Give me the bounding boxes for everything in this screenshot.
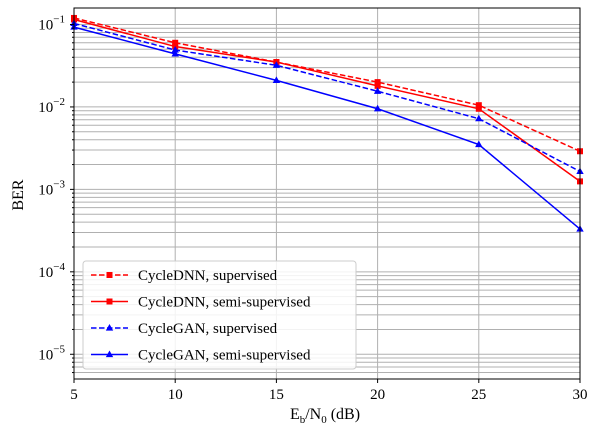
data-point [373, 104, 382, 112]
data-point [171, 49, 179, 57]
y-tick-label: 10−5 [38, 343, 65, 363]
data-point [475, 140, 483, 148]
series-2 [71, 16, 583, 185]
axis-ticks: 5 10 15 20 25 30 10−1 10−2 10−3 10−4 10−5 [38, 13, 587, 403]
data-point [475, 114, 483, 122]
legend: CycleDNN, supervised CycleDNN, semi-super… [82, 260, 357, 370]
data-point [374, 79, 381, 86]
x-tick-label: 25 [471, 387, 486, 403]
legend-label: CycleGAN, supervised [138, 321, 278, 337]
data-point [373, 87, 382, 94]
legend-marker [105, 350, 114, 358]
series-line [73, 26, 581, 230]
y-tick-label: 10−3 [38, 178, 65, 198]
data-point [475, 105, 482, 112]
x-tick-label: 30 [573, 387, 588, 403]
data-point [272, 61, 281, 68]
data-point [172, 39, 179, 46]
series-1 [71, 14, 583, 155]
y-tick-label: 10−1 [38, 13, 65, 33]
data-point [475, 102, 482, 109]
y-tick-label: 10−2 [38, 96, 65, 116]
legend-marker [106, 298, 113, 305]
series-line [73, 17, 581, 152]
data-point [374, 82, 381, 89]
data-point [272, 76, 281, 83]
series-4 [70, 23, 584, 232]
x-tick-label: 5 [70, 387, 78, 403]
legend-label: CycleGAN, semi-supervised [138, 348, 311, 364]
series-line [73, 22, 581, 173]
y-axis-label: BER [10, 179, 27, 210]
y-tick-label: 10−4 [38, 261, 65, 281]
legend-label: CycleDNN, semi-supervised [138, 295, 311, 311]
x-tick-label: 20 [370, 387, 385, 403]
data-point [171, 46, 179, 53]
x-axis-label: Eb/N0 (dB) [290, 406, 360, 426]
legend-marker [105, 324, 114, 331]
legend-label: CycleDNN, supervised [138, 268, 278, 284]
x-tick-label: 10 [168, 387, 183, 403]
series-layer [70, 14, 584, 232]
series-line [73, 18, 581, 182]
x-tick-label: 15 [269, 387, 284, 403]
legend-marker [106, 272, 113, 278]
legend-box [82, 260, 357, 370]
